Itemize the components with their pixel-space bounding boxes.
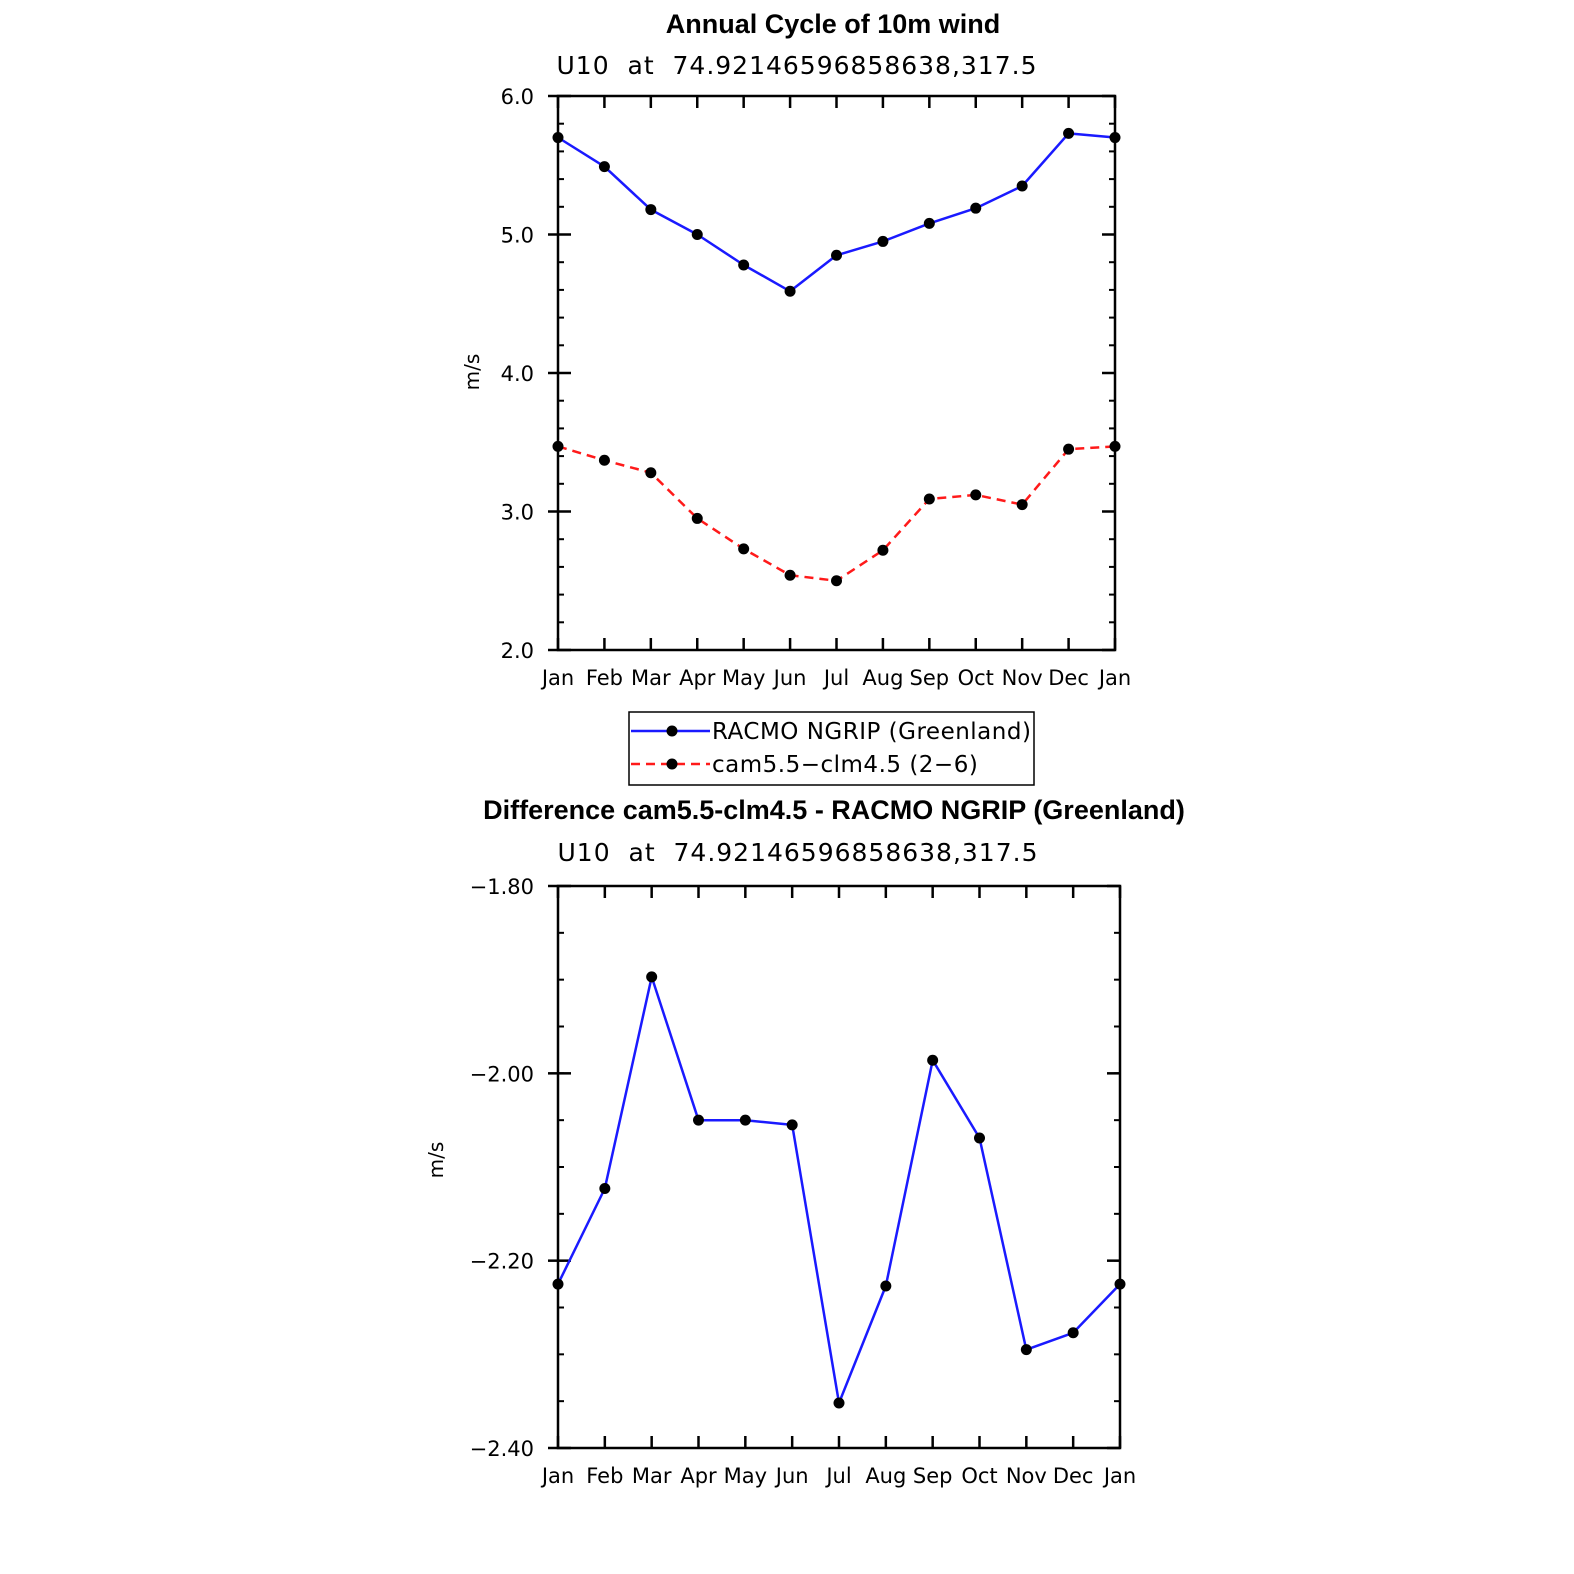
chart2-series-0-point — [693, 1114, 704, 1126]
chart2-xtick-label: Aug — [865, 1464, 906, 1488]
chart2-series-0-point — [599, 1183, 611, 1195]
chart1-series-0-point — [831, 249, 842, 261]
chart2-xtick-label: Jun — [774, 1464, 809, 1488]
chart1-ytick-label: 4.0 — [501, 362, 534, 386]
chart1-series-0-point — [598, 161, 610, 173]
chart2-series-0-point — [1114, 1278, 1126, 1290]
legend-label-racmo: RACMO NGRIP (Greenland) — [712, 719, 1031, 745]
chart2-series-0-point — [927, 1054, 939, 1066]
chart1-series-1-point — [831, 575, 842, 587]
chart1-xtick-label: Nov — [1002, 666, 1043, 690]
chart1-series-1-point — [1016, 499, 1028, 511]
chart2-ytick-label: −2.40 — [470, 1437, 534, 1461]
chart2-series-0-point — [1020, 1344, 1032, 1356]
chart1-ytick-label: 6.0 — [501, 85, 534, 109]
chart1-series-1-point — [970, 489, 982, 501]
legend-marker-racmo — [666, 725, 678, 737]
chart2-series-0-point — [974, 1132, 985, 1144]
chart1-xtick-label: Jul — [822, 666, 849, 690]
chart2-subtitle: U10 at 74.92146596858638,317.5 — [558, 838, 1039, 867]
chart1-series-0-point — [691, 229, 703, 240]
chart1-series-0-point — [923, 217, 935, 229]
chart1-series-1-point — [738, 543, 750, 555]
chart1-series-0-point — [1016, 180, 1028, 192]
chart2-xtick-label: Jan — [1102, 1464, 1136, 1488]
chart2-xtick-label: Feb — [586, 1464, 623, 1488]
chart2-series-0-point — [1067, 1327, 1079, 1339]
chart1-series-1-point — [691, 512, 703, 524]
chart2-title: Difference cam5.5-clm4.5 - RACMO NGRIP (… — [483, 795, 1185, 825]
chart1-xtick-label: Dec — [1048, 666, 1089, 690]
chart2-series-0-point — [646, 971, 658, 983]
chart1-series-1-point — [645, 467, 657, 479]
chart1-xtick-label: Jan — [1097, 666, 1131, 690]
chart1-xtick-label: Sep — [910, 666, 950, 690]
chart1-xtick-label: Oct — [958, 666, 994, 690]
chart1-ylabel: m/s — [460, 354, 484, 391]
chart1-xtick-label: May — [722, 666, 765, 690]
chart1-series-0-point — [552, 132, 564, 144]
chart2-frame — [556, 884, 1122, 1450]
chart1-series-0-point — [784, 285, 796, 297]
chart2-series-0-point — [552, 1278, 564, 1290]
chart1-plot: Jan Feb Mar Apr May Jun Jul Aug Sep Oct Nov Dec Jan2… — [501, 85, 1132, 690]
chart1-series-1-point — [784, 569, 796, 581]
chart1-series-0-point — [645, 204, 657, 216]
chart2-ytick-label: −2.20 — [470, 1250, 534, 1274]
chart2-xtick-label: Apr — [680, 1464, 717, 1488]
legend-box — [628, 711, 1035, 786]
chart1-title: Annual Cycle of 10m wind — [666, 9, 1001, 39]
chart1-series-0-point — [738, 259, 750, 271]
chart1-ytick-label: 2.0 — [501, 639, 534, 663]
chart1-series-0-point — [970, 202, 982, 214]
chart1-series-0-point — [1109, 132, 1121, 144]
legend-label-cam: cam5.5−clm4.5 (2−6) — [712, 752, 978, 778]
chart2-xtick-label: Oct — [961, 1464, 997, 1488]
chart2-plot: Jan Feb Mar Apr May Jun Jul Aug Sep Oct Nov Dec Jan−… — [470, 875, 1137, 1488]
chart2-xtick-label: May — [724, 1464, 767, 1488]
chart1-series-0-point — [877, 235, 889, 247]
chart1-xtick-label: Apr — [679, 666, 716, 690]
chart1-xtick-label: Feb — [586, 666, 623, 690]
chart1-xtick-label: Aug — [862, 666, 903, 690]
chart1-frame — [556, 94, 1117, 652]
chart2-series-0-point — [833, 1397, 845, 1409]
chart2-xtick-label: Jul — [824, 1464, 851, 1488]
chart1-series-1-point — [1063, 443, 1075, 455]
chart1-series-1-point — [1109, 440, 1121, 452]
chart1-ytick-label: 5.0 — [501, 224, 534, 248]
chart1-series-1-point — [923, 493, 935, 505]
chart2-xtick-label: Jan — [540, 1464, 574, 1488]
chart1-series-line-1 — [557, 445, 1116, 583]
chart2-ylabel: m/s — [424, 1142, 448, 1179]
chart1-xtick-label: Jun — [772, 666, 807, 690]
chart2-series-0-point — [739, 1114, 751, 1126]
chart1-xtick-label: Mar — [631, 666, 671, 690]
chart2-xtick-label: Nov — [1006, 1464, 1047, 1488]
chart2-xtick-label: Mar — [632, 1464, 672, 1488]
chart2-ytick-label: −1.80 — [470, 875, 534, 899]
chart1-series-0-point — [1063, 127, 1075, 139]
chart2-xtick-label: Dec — [1053, 1464, 1094, 1488]
chart2-series-0-point — [880, 1280, 892, 1292]
chart2-ytick-label: −2.00 — [470, 1062, 534, 1086]
chart1-series-1-point — [877, 544, 889, 556]
chart1-legend: RACMO NGRIP (Greenland) cam5.5−clm4.5 (2… — [628, 711, 1035, 786]
chart1-series-1-point — [552, 440, 564, 452]
chart1-xtick-label: Jan — [540, 666, 574, 690]
chart2-series-line-0 — [556, 975, 1121, 1405]
chart2-series-0-point — [786, 1119, 798, 1131]
chart1-subtitle: U10 at 74.92146596858638,317.5 — [557, 51, 1038, 80]
chart2-xtick-label: Sep — [913, 1464, 953, 1488]
legend-marker-cam — [666, 758, 678, 770]
chart1-series-1-point — [598, 454, 610, 466]
chart1-series-line-0 — [557, 132, 1116, 293]
chart1-ytick-label: 3.0 — [501, 501, 534, 525]
